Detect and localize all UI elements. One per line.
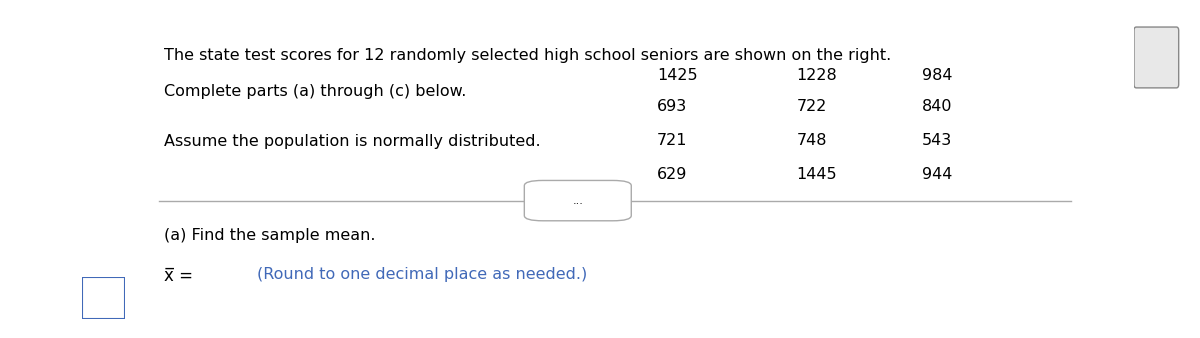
Text: 748: 748 xyxy=(797,133,827,148)
Text: 629: 629 xyxy=(656,167,688,182)
Text: 1445: 1445 xyxy=(797,167,836,182)
Text: ...: ... xyxy=(572,196,583,206)
Text: x̅ =: x̅ = xyxy=(164,267,193,285)
Text: 840: 840 xyxy=(922,99,953,114)
Text: 944: 944 xyxy=(922,167,953,182)
FancyBboxPatch shape xyxy=(82,277,125,319)
Text: 984: 984 xyxy=(922,68,953,83)
Text: 1425: 1425 xyxy=(656,68,697,83)
FancyBboxPatch shape xyxy=(1134,27,1178,88)
Text: 543: 543 xyxy=(922,133,952,148)
Text: 722: 722 xyxy=(797,99,827,114)
Text: Assume the population is normally distributed.: Assume the population is normally distri… xyxy=(164,134,540,149)
Text: 721: 721 xyxy=(656,133,688,148)
Text: The state test scores for 12 randomly selected high school seniors are shown on : The state test scores for 12 randomly se… xyxy=(164,48,892,63)
FancyBboxPatch shape xyxy=(524,180,631,221)
Text: Complete parts (a) through (c) below.: Complete parts (a) through (c) below. xyxy=(164,83,467,98)
Text: (a) Find the sample mean.: (a) Find the sample mean. xyxy=(164,228,376,243)
Text: (Round to one decimal place as needed.): (Round to one decimal place as needed.) xyxy=(257,267,587,282)
Text: 1228: 1228 xyxy=(797,68,838,83)
Text: 693: 693 xyxy=(656,99,688,114)
